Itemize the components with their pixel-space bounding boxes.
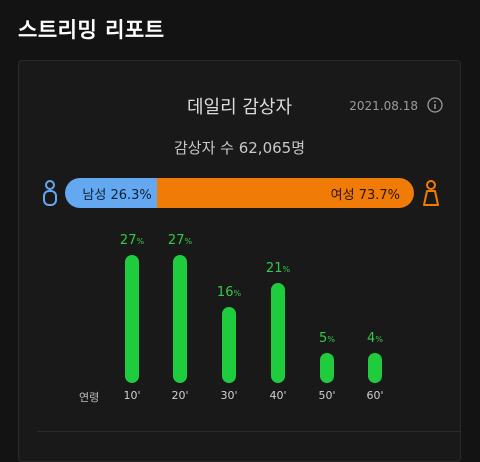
male-label: 남성 26.3% (82, 187, 152, 203)
age-category-label: 50' (318, 389, 336, 402)
viewer-count: 감상자 수 62,065명 (173, 139, 306, 157)
female-label: 여성 73.7% (330, 187, 400, 203)
daily-viewers-card: 데일리 감상자 2021.08.18 감상자 수 62,065명 남성 26.3… (18, 60, 461, 462)
age-axis-label: 연령 (79, 391, 100, 404)
female-segment: 여성 73.7% (156, 178, 414, 208)
age-distribution-chart: 연령 27% 10' 27% 20' 16% 30' 21% 40' 5% 50' 4% 60' (19, 61, 460, 461)
male-person-icon (43, 180, 57, 206)
age-bar-value-label: 21% (265, 261, 291, 277)
age-bar (271, 283, 285, 383)
age-category-label: 40' (269, 389, 287, 402)
age-bar (125, 255, 139, 383)
age-category-label: 30' (220, 389, 238, 402)
age-bar-value-label: 16% (216, 285, 242, 301)
age-bar-value-label: 27% (119, 233, 145, 248)
age-bar-value-label: 27% (167, 233, 193, 248)
card-title: 데일리 감상자 (186, 97, 293, 118)
age-category-label: 60' (366, 389, 384, 402)
age-category-label: 10' (123, 389, 141, 402)
report-date: 2021.08.18 (349, 99, 418, 113)
male-segment: 남성 26.3% (65, 178, 157, 208)
info-icon[interactable] (427, 97, 443, 113)
female-person-icon (423, 180, 439, 206)
age-bar (368, 353, 382, 383)
age-bar-value-label: 5% (319, 331, 335, 346)
age-bar (173, 255, 187, 383)
age-bar (320, 353, 334, 383)
age-bar-value-label: 4% (367, 331, 383, 346)
card-divider (37, 431, 460, 432)
age-category-label: 20' (171, 389, 189, 402)
age-bar (222, 307, 236, 383)
page-title: 스트리밍 리포트 (18, 18, 165, 42)
gender-ratio-bar: 남성 26.3% 여성 73.7% (65, 178, 414, 208)
